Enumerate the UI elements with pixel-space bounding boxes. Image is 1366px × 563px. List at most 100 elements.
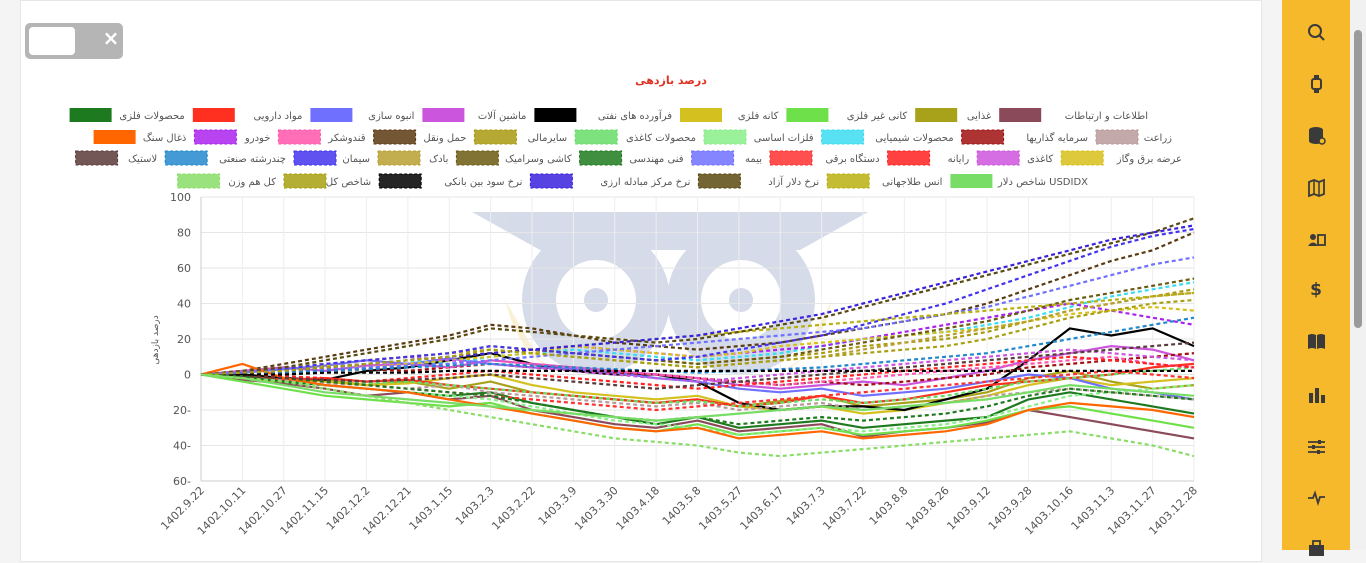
legend-label[interactable]: فنی مهندسی [629,154,683,165]
scrollbar-thumb[interactable] [1354,30,1362,328]
legend-swatch[interactable] [703,129,747,145]
legend-label[interactable]: چندرشته صنعتی [219,154,286,165]
legend-label[interactable]: نرخ مرکز مبادله ارزی [600,177,690,188]
legend-label[interactable]: کانه فلزی [738,111,779,122]
legend-swatch[interactable] [950,174,993,188]
series-line[interactable] [200,362,1195,440]
legend-swatch[interactable] [283,173,327,189]
series-line[interactable] [200,227,1195,376]
legend-label[interactable]: قندوشکر [327,133,366,144]
legend-swatch[interactable] [277,129,321,145]
legend-label[interactable]: سایرمالی [528,133,568,144]
legend-label[interactable]: حمل ونقل [423,133,466,144]
series-line[interactable] [200,256,1195,376]
legend-swatch[interactable] [915,108,958,122]
series-line[interactable] [200,224,1195,376]
legend-label[interactable]: اطلاعات و ارتباطات [1065,111,1148,122]
legend-label[interactable]: شاخص کل [326,177,371,188]
series-line[interactable] [200,231,1195,376]
series-line[interactable] [200,348,1195,383]
legend-label[interactable]: کانی غیر فلزی [847,111,908,122]
legend-swatch[interactable] [887,150,931,166]
legend-swatch[interactable] [310,108,353,122]
series-line[interactable] [200,281,1195,376]
legend-swatch[interactable] [75,150,119,166]
legend-swatch[interactable] [680,108,722,122]
legend-swatch[interactable] [177,173,221,189]
series-line[interactable] [200,373,1195,412]
legend-swatch[interactable] [377,150,421,166]
legend-label[interactable]: عرضه برق وگاز [1116,153,1182,165]
legend-label[interactable]: سیمان [342,154,370,165]
legend-swatch[interactable] [999,108,1042,122]
legend-label[interactable]: نرخ سود بین بانکی [444,177,522,188]
series-line[interactable] [201,355,1195,387]
legend-label[interactable]: بادک [429,154,448,165]
legend-swatch[interactable] [373,129,417,145]
legend-label[interactable]: ذغال سنگ [143,132,187,144]
legend-label[interactable]: مواد دارویی [253,111,302,122]
legend-swatch[interactable] [422,108,465,122]
close-toggle[interactable]: × [25,23,123,59]
legend-label[interactable]: انبوه سازی [368,111,414,122]
legend-swatch[interactable] [769,150,813,166]
legend-label[interactable]: رایانه [948,154,970,165]
series-line[interactable] [201,355,1195,390]
series-line[interactable] [200,298,1195,376]
series-line[interactable] [201,316,1195,376]
legend-swatch[interactable] [473,129,517,145]
watch-icon[interactable] [1282,68,1350,98]
legend-swatch[interactable] [961,129,1005,145]
id-card-icon[interactable] [1282,224,1350,254]
legend-label[interactable]: محصولات فلزی [119,111,184,122]
briefcase-icon[interactable] [1282,533,1350,563]
legend-label[interactable]: انس طلاجهانی [882,177,942,188]
legend-label[interactable]: کاشی وسرامیک [505,154,572,165]
database-icon[interactable] [1282,120,1350,150]
legend-swatch[interactable] [164,150,208,166]
legend-label[interactable]: محصولات کاغذی [626,133,696,144]
legend-label[interactable]: شاخص دلار USDIDX [997,177,1088,188]
legend-label[interactable]: زراعت [1144,133,1172,144]
legend-swatch[interactable] [534,108,577,122]
map-icon[interactable] [1282,172,1350,202]
series-line[interactable] [200,373,1195,458]
series-line[interactable] [201,369,1194,376]
legend-label[interactable]: کاغذی [1027,154,1053,165]
search-icon[interactable] [1282,17,1350,47]
series-line[interactable] [200,373,1195,422]
legend-label[interactable]: خودرو [244,133,270,144]
legend-label[interactable]: غذایی [967,111,991,122]
legend-label[interactable]: کل هم وزن [228,177,276,188]
legend-swatch[interactable] [976,150,1020,166]
legend-label[interactable]: بیمه [745,154,762,165]
legend-swatch[interactable] [93,130,136,144]
series-line[interactable] [200,369,1195,412]
dollar-icon[interactable]: $ [1310,280,1322,300]
legend-label[interactable]: دستگاه برقی [825,153,879,165]
series-line[interactable] [200,341,1195,390]
legend-label[interactable]: سرمایه گذاریها [1026,132,1088,144]
sliders-icon[interactable] [1282,431,1350,461]
pulse-icon[interactable] [1282,482,1350,512]
legend-swatch[interactable] [378,173,422,189]
legend-swatch[interactable] [293,150,337,166]
legend-swatch[interactable] [1060,150,1104,166]
legend-swatch[interactable] [193,129,237,145]
legend-label[interactable]: فلزات اساسی [754,133,814,144]
series-line[interactable] [200,366,1195,408]
series-line[interactable] [200,373,1195,415]
book-icon[interactable] [1282,326,1350,356]
legend-swatch[interactable] [821,129,865,145]
series-line[interactable] [200,362,1195,408]
legend-swatch[interactable] [529,173,573,189]
legend-swatch[interactable] [1095,129,1139,145]
close-icon[interactable]: × [102,26,120,50]
legend-label[interactable]: ماشین آلات [478,109,527,122]
legend-swatch[interactable] [455,150,499,166]
scrollbar[interactable] [1350,0,1366,550]
toggle-knob[interactable] [29,27,75,55]
series-line[interactable] [200,217,1195,376]
legend-swatch[interactable] [574,129,618,145]
legend-swatch[interactable] [786,108,829,122]
